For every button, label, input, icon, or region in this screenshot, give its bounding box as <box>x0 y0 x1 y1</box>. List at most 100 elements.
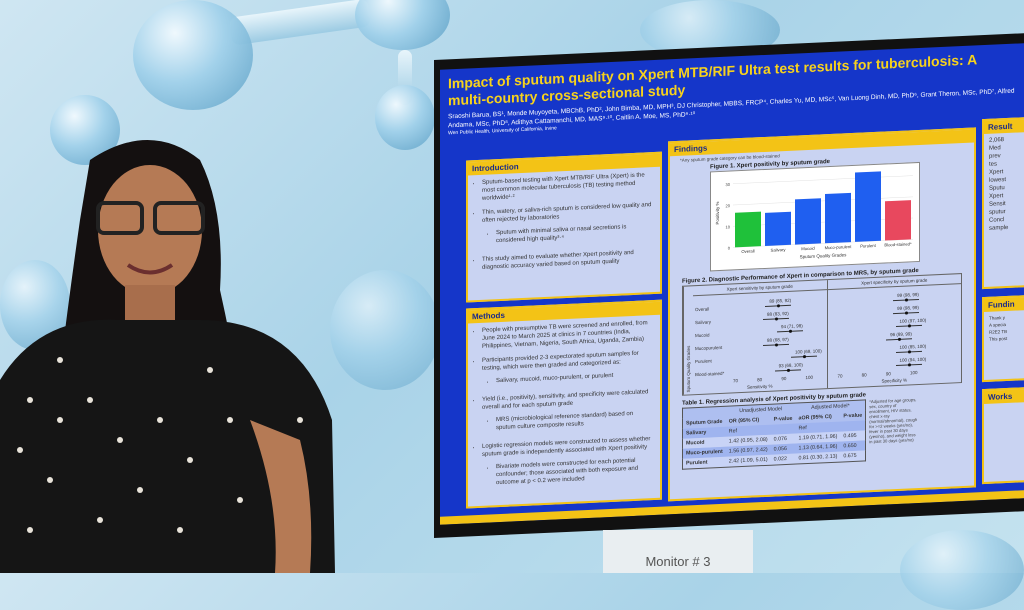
forest-estimate-label: 93 (68, 100) <box>778 362 803 369</box>
results-text: 2,068 Med prev tes Xpert lowest Sputu Xpert Sens… <box>984 131 1024 236</box>
works-cited-section: Works <box>982 386 1024 485</box>
x-tick-label: 80 <box>757 377 763 383</box>
bar <box>885 200 911 241</box>
x-tick-label: 90 <box>885 371 891 377</box>
y-tick-label: 20 <box>726 203 731 208</box>
sub-bullet-item: Salivary, mucoid, muco-purulent, or puru… <box>496 370 648 385</box>
x-tick-label: Salivary <box>771 247 787 253</box>
results-section: Result 2,068 Med prev tes Xpert lowest Sputu Xp… <box>982 116 1024 290</box>
section-heading: Works <box>984 388 1024 405</box>
forest-grade-label: Overall <box>695 306 710 313</box>
forest-estimate-label: 89 (85, 92) <box>769 297 792 304</box>
forest-grade-label: Mucoid <box>695 332 710 339</box>
forest-estimate-label: 99 (98, 99) <box>897 304 919 311</box>
bullet-item: Sputum-based testing with Xpert MTB/RIF … <box>482 171 654 203</box>
forest-estimate-label: 100 (97, 100) <box>899 317 927 324</box>
bullet-item: People with presumptive TB were screened… <box>482 319 654 351</box>
forest-estimate-label: 96 (89, 99) <box>890 331 912 338</box>
bullet-item: Logistic regression models were construc… <box>482 435 654 492</box>
findings-section: Findings *Any sputum grade category can … <box>668 127 976 502</box>
forest-point <box>775 343 778 347</box>
forest-estimate-label: 100 (94, 100) <box>899 356 927 363</box>
specificity-panel: Xpert specificity by sputum grade 99 (98,… <box>827 274 961 388</box>
y-axis-label: Positivity % <box>715 202 720 225</box>
forest-estimate-label: 94 (71, 98) <box>781 323 803 330</box>
forest-point <box>907 324 911 328</box>
forest-point <box>907 350 911 354</box>
forest-point <box>789 329 792 333</box>
x-tick-label: 80 <box>861 372 867 378</box>
x-tick-label: Blood-stained* <box>884 241 912 247</box>
table-cell: 0.81 (0.30, 2.13) <box>798 453 838 462</box>
regression-table: Unadjusted Model Adjusted Model* Sputum Gr… <box>682 399 867 470</box>
bar <box>765 211 791 246</box>
sub-list: Bivariate models were constructed for ea… <box>482 452 654 492</box>
gridline <box>733 238 913 248</box>
x-tick-label: 100 <box>805 374 813 381</box>
forest-point <box>803 355 806 359</box>
y-tick-label: 30 <box>726 182 731 187</box>
monitor: Impact of sputum quality on Xpert MTB/RI… <box>434 32 1024 539</box>
sub-list: Sputum with minimal saliva or nasal secr… <box>482 218 654 250</box>
forest-estimate-label: 100 (85, 100) <box>899 343 927 350</box>
table-cell: Purulent <box>686 459 708 467</box>
table-cell: 2.42 (1.09, 5.01) <box>728 456 768 465</box>
forest-point <box>907 363 911 367</box>
monitor-stand-label: Monitor # 3 <box>603 530 753 573</box>
gridline <box>733 217 913 227</box>
forest-grade-label: Salivary <box>695 319 712 326</box>
bullet-item: Participants provided 2-3 expectorated s… <box>482 349 654 390</box>
forest-point <box>786 368 790 372</box>
x-tick-label: 70 <box>733 378 739 384</box>
forest-estimate-label: 88 (68, 97) <box>767 336 789 343</box>
forest-point <box>905 311 909 315</box>
forest-estimate-label: 99 (98, 99) <box>897 291 919 298</box>
forest-estimate-label: 88 (83, 92) <box>767 310 789 317</box>
bar <box>735 211 761 248</box>
bar <box>855 171 881 242</box>
introduction-section: Introduction Sputum-based testing with X… <box>466 151 662 303</box>
sub-list: Salivary, mucoid, muco-purulent, or puru… <box>482 366 654 390</box>
person-photo <box>0 140 335 573</box>
forest-point <box>777 304 781 308</box>
figure2-forest-plot: Sputum Quality Grades Xpert sensitivity … <box>682 273 962 396</box>
sub-bullet-item: MRS (microbiological reference standard)… <box>496 409 648 432</box>
forest-grade-label: Purulent <box>695 358 712 365</box>
x-axis-label: Sputum Quality Grades <box>800 252 847 259</box>
methods-list: People with presumptive TB were screened… <box>468 315 660 503</box>
bullet-item: This study aimed to evaluate whether Xpe… <box>482 248 654 272</box>
bar <box>825 192 851 244</box>
bullet-item: Thin, watery, or saliva-rich sputum is c… <box>482 201 654 250</box>
x-tick-label: 90 <box>781 376 787 382</box>
forest-point <box>775 317 778 321</box>
x-tick-label: Mucoid <box>801 246 815 252</box>
gridline <box>733 175 913 185</box>
x-tick-label: Purulent <box>860 243 876 249</box>
table-cell: 0.675 <box>843 452 857 460</box>
x-tick-label: 70 <box>837 373 843 379</box>
y-tick-label: 0 <box>728 246 731 251</box>
forest-grade-label: Blood-stained* <box>695 370 725 378</box>
forest-grade-label: Mucopurulent <box>695 344 723 352</box>
forest-estimate-label: 100 (69, 100) <box>795 348 822 355</box>
forest-x-label: Sensitivity % <box>746 383 773 390</box>
sub-bullet-item: Bivariate models were constructed for ea… <box>496 456 648 487</box>
methods-section: Methods People with presumptive TB were … <box>466 299 662 509</box>
gridline <box>733 196 913 206</box>
sensitivity-panel: Xpert sensitivity by sputum grade Overall… <box>693 280 828 395</box>
forest-point <box>898 337 902 341</box>
forest-ylabel: Sputum Quality Grades <box>683 286 693 395</box>
figure1-bar-chart: 0 10 20 30 Overall Salivary Mucoid Muco-purulen… <box>710 161 920 272</box>
research-poster: Impact of sputum quality on Xpert MTB/RI… <box>440 42 1024 525</box>
x-tick-label: Overall <box>741 248 754 254</box>
bullet-item: Yield (i.e., positivity), sensitivity, a… <box>482 388 654 437</box>
bar <box>795 198 821 245</box>
results-line: sample <box>989 224 1009 232</box>
x-tick-label: Muco-purulent <box>825 244 853 250</box>
sub-bullet-item: Sputum with minimal saliva or nasal secr… <box>496 222 648 245</box>
funding-line: This post <box>989 335 1008 342</box>
introduction-list: Sputum-based testing with Xpert MTB/RIF … <box>468 167 660 283</box>
y-tick-label: 10 <box>726 224 731 229</box>
